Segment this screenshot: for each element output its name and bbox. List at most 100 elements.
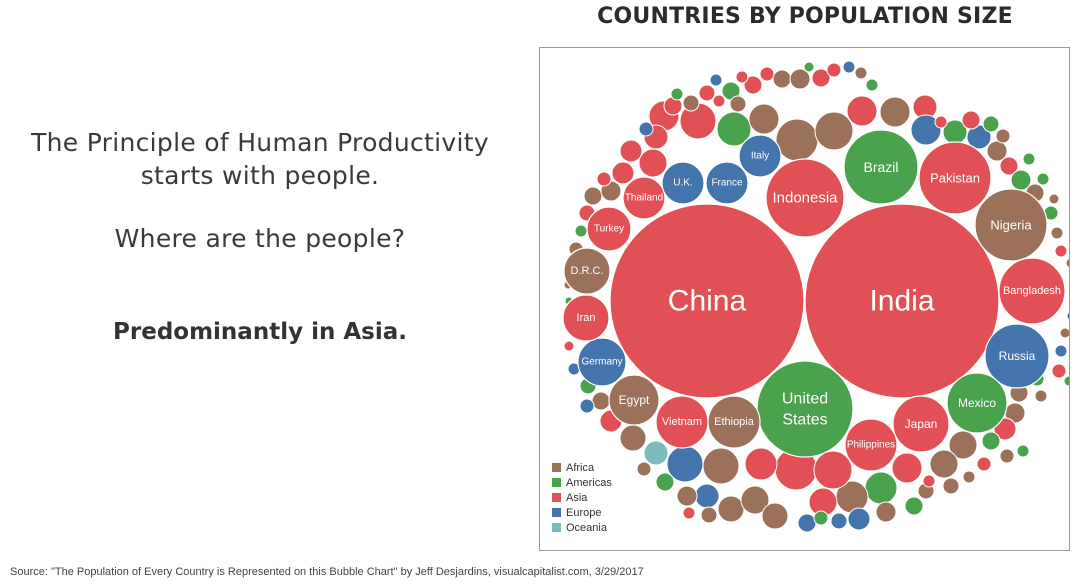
bubble-circle (622, 176, 666, 220)
bubble-brazil: Brazil (843, 129, 919, 205)
bubble-label: Italy (751, 151, 769, 162)
bubble-unlabeled (875, 501, 897, 523)
bubble-label: Mexico (958, 396, 996, 410)
bubble-egypt: Egypt (608, 374, 660, 426)
bubble-circle (609, 203, 805, 399)
bubble-ethiopia: Ethiopia (707, 395, 761, 449)
bubble-unlabeled (682, 506, 696, 520)
legend-item-americas: Americas (552, 475, 612, 490)
bubble-unlabeled (1054, 344, 1068, 358)
bubble-unlabeled (982, 115, 1000, 133)
bubble-unlabeled (842, 60, 856, 74)
bubble-unlabeled (579, 398, 595, 414)
bubble-circle (586, 206, 632, 252)
bubble-iran: Iran (562, 294, 610, 342)
bubble-unlabeled (854, 66, 868, 80)
bubble-unlabeled (789, 68, 811, 90)
bubble-unlabeled (948, 430, 978, 460)
bubble-unlabeled (826, 62, 842, 78)
bubble-unlabeled (709, 73, 723, 87)
bubble-label: Philippines (847, 440, 895, 451)
bubble-france: France (705, 161, 749, 205)
bubble-unlabeled (619, 424, 647, 452)
chart-legend: Africa Americas Asia Europe Oceania (552, 460, 612, 535)
bubble-unlabeled (717, 495, 745, 523)
bubble-unlabeled (761, 502, 789, 530)
bubble-india: India (804, 203, 1000, 399)
bubble-label: Ethiopia (714, 416, 755, 428)
bubble-label: Vietnam (662, 416, 702, 428)
bubble-unlabeled (813, 450, 853, 490)
bubble-label-line: United (782, 390, 828, 407)
bubble-label: Turkey (594, 224, 624, 235)
bubble-label: United States (782, 390, 828, 428)
bubble-unlabeled (1054, 244, 1068, 258)
bubble-unlabeled (775, 118, 819, 162)
bubble-unlabeled (962, 470, 976, 484)
bubble-label: Russia (999, 349, 1036, 363)
bubble-circle (974, 188, 1048, 262)
bubble-label: Brazil (863, 159, 898, 175)
legend-item-europe: Europe (552, 505, 612, 520)
legend-item-oceania: Oceania (552, 520, 612, 535)
bubble-label: Egypt (619, 393, 650, 407)
bubble-unlabeled (879, 96, 911, 128)
bubble-china: China (609, 203, 805, 399)
bubble-unlabeled (670, 87, 684, 101)
bubble-unlabeled (1048, 193, 1060, 205)
bubble-label: U.K. (673, 178, 692, 189)
slide-question: Where are the people? (114, 224, 406, 253)
bubble-unlabeled (743, 75, 763, 95)
chart-title: COUNTRIES BY POPULATION SIZE (597, 4, 1013, 29)
bubble-unlabeled (1036, 172, 1050, 186)
bubble-circle (563, 247, 611, 295)
bubble-label: Japan (905, 417, 938, 431)
bubble-russia: Russia (984, 323, 1050, 389)
bubble-unlabeled (922, 474, 936, 488)
bubble-unlabeled (813, 510, 829, 526)
legend-swatch (552, 493, 561, 502)
bubble-label: Germany (581, 357, 622, 368)
bubble-unlabeled (999, 156, 1019, 176)
bubble-unlabeled (1051, 363, 1067, 379)
legend-label: Asia (566, 491, 588, 504)
bubble-unlabeled (995, 128, 1011, 144)
bubble-circle (765, 158, 845, 238)
legend-label: Europe (566, 506, 602, 519)
bubble-unlabeled (942, 477, 960, 495)
bubble-philippines: Philippines (844, 418, 898, 472)
bubble-unlabeled (847, 507, 871, 531)
bubble-unlabeled (811, 68, 831, 88)
legend-item-asia: Asia (552, 490, 612, 505)
bubble-unlabeled (814, 111, 854, 151)
bubble-unlabeled (643, 440, 669, 466)
bubble-unlabeled (976, 456, 992, 472)
bubble-label: D.R.C. (571, 265, 604, 277)
bubble-unlabeled (1050, 226, 1064, 240)
bubble-unlabeled (735, 70, 749, 84)
legend-swatch (552, 478, 561, 487)
bubble-unlabeled (682, 94, 700, 112)
bubble-unlabeled (1063, 375, 1069, 387)
bubble-label-line: States (782, 411, 827, 428)
legend-swatch (552, 508, 561, 517)
bubble-bangladesh: Bangladesh (998, 257, 1066, 325)
bubble-unlabeled (772, 69, 792, 89)
slide-subtitle: The Principle of Human Productivity star… (0, 126, 520, 192)
legend-label: Africa (566, 461, 595, 474)
bubble-germany: Germany (577, 337, 627, 387)
bubble-pakistan: Pakistan (918, 141, 992, 215)
bubble-circle (738, 134, 782, 178)
bubble-unlabeled (638, 148, 668, 178)
bubble-unlabeled (700, 506, 718, 524)
bubble-unlabeled (583, 186, 603, 206)
bubble-circle (844, 418, 898, 472)
bubble-chart-svg: China India United States Indonesia Brazil Pak… (562, 60, 1069, 533)
bubble-label: Indonesia (772, 190, 838, 207)
bubble-circle (843, 129, 919, 205)
bubble-circle (577, 337, 627, 387)
bubble-unlabeled (1065, 257, 1069, 269)
bubble-unlabeled (904, 496, 924, 516)
bubble-indonesia: Indonesia (765, 158, 845, 238)
bubble-italy: Italy (738, 134, 782, 178)
